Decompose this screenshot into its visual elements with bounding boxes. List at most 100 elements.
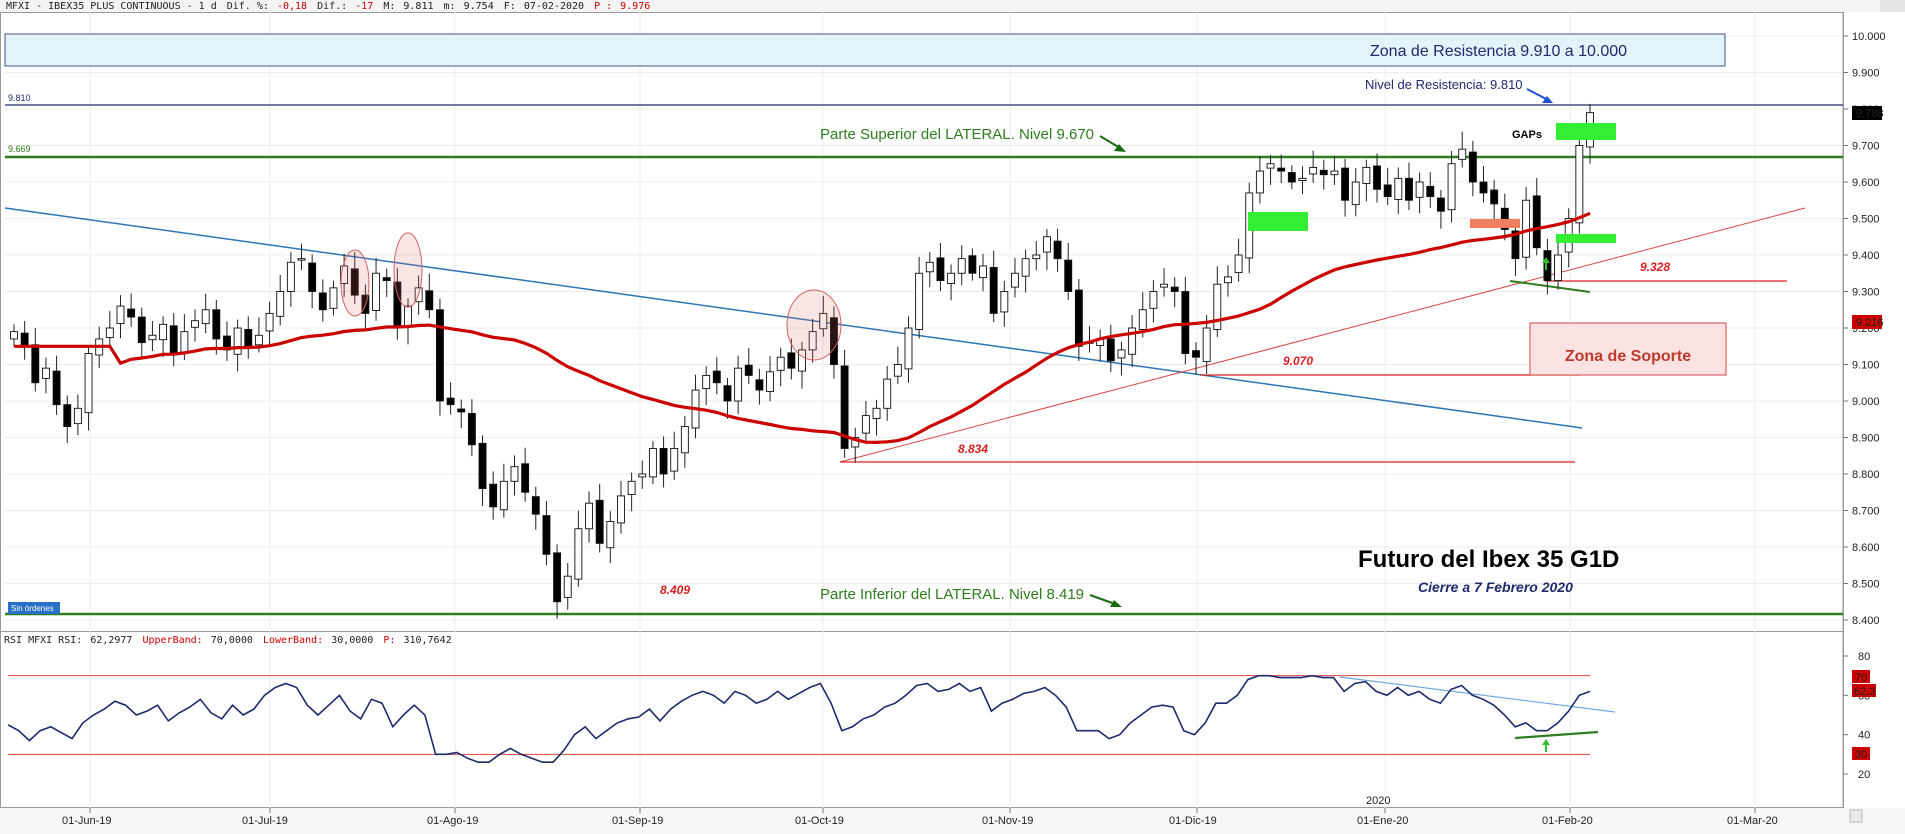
candle (915, 256, 924, 339)
rsi-tick-label: 20 (1858, 769, 1870, 781)
candle (201, 293, 210, 334)
candle (478, 435, 487, 507)
rsi-downtrend-line (1339, 676, 1616, 713)
arrow-icon-lateral-top (1099, 135, 1126, 152)
no-orders-badge[interactable] (8, 602, 60, 614)
candle (1341, 159, 1350, 217)
candle (1202, 314, 1211, 374)
candle (755, 368, 764, 405)
gap-box-4 (1470, 219, 1520, 228)
rsi-70-badge (1852, 670, 1870, 683)
candle (457, 399, 466, 429)
candle (1149, 280, 1158, 323)
candle (350, 252, 359, 304)
gap-box-1 (1248, 212, 1308, 231)
candle (829, 306, 838, 379)
candle (840, 349, 849, 458)
candle (1490, 180, 1499, 220)
chart-header: MFXI - IBEX35 PLUS CONTINUOUS - 1 d Dif.… (6, 1, 650, 12)
candle (1021, 249, 1030, 293)
resize-handle[interactable] (1849, 809, 1863, 823)
candle (1468, 140, 1477, 197)
resistance-zone (4, 33, 1726, 67)
candle (819, 295, 828, 337)
candle (1447, 150, 1456, 223)
candle (617, 480, 625, 534)
candle (1138, 292, 1147, 338)
candle (1000, 280, 1009, 327)
candle (883, 365, 892, 421)
ma-price-badge (1852, 315, 1882, 329)
candle (63, 395, 72, 443)
candle (105, 310, 114, 346)
candle (489, 471, 498, 520)
candle (925, 252, 934, 288)
candle (382, 268, 391, 297)
candle (542, 501, 551, 566)
x-tick-label: 01-Sep-19 (612, 815, 663, 827)
y-tick-label: 8.500 (1852, 579, 1880, 591)
candle (1064, 242, 1073, 300)
candle (1255, 156, 1264, 204)
arrow-icon-up-rsi (1542, 739, 1550, 752)
candle (574, 510, 583, 587)
x-tick-label: 01-Nov-19 (982, 815, 1033, 827)
candle (1383, 167, 1392, 205)
candle (648, 441, 657, 485)
y-tick-label: 9.700 (1852, 141, 1880, 153)
x-tick-label: 01-Jul-19 (242, 815, 288, 827)
candle (1277, 154, 1286, 184)
last-price-badge (1852, 106, 1882, 120)
candle (989, 250, 998, 323)
level-9070-label: 9.070 (1283, 354, 1313, 368)
candle (553, 544, 562, 619)
candle (1309, 150, 1318, 183)
candle (116, 295, 125, 339)
header-bar (0, 0, 1905, 12)
candle (1053, 228, 1062, 272)
candle (872, 399, 881, 436)
candle (1160, 268, 1169, 297)
candle (638, 460, 647, 489)
y-tick-label: 9.600 (1852, 177, 1880, 189)
candle (680, 415, 689, 468)
downtrend-line (4, 207, 1583, 429)
candle (191, 309, 199, 342)
y-tick-label: 8.700 (1852, 506, 1880, 518)
candle (1213, 266, 1222, 338)
candle (585, 491, 593, 543)
x-tick-label: 01-Jun-19 (62, 815, 112, 827)
no-orders-label: Sin órdenes (11, 604, 54, 613)
arrow-icon-lateral-bottom (1089, 594, 1122, 607)
date-axis: 01-Jun-19 01-Jul-19 01-Ago-19 01-Sep-19 01-O… (62, 808, 1778, 827)
last-price-label: 9.788 (1856, 108, 1884, 120)
candle (212, 299, 221, 355)
candle (1287, 165, 1296, 190)
rsi-tick-label: 40 (1858, 730, 1870, 742)
candle (947, 264, 956, 301)
x-tick-label: 01-Mar-20 (1727, 815, 1778, 827)
candle (425, 273, 434, 319)
x-tick-label: 01-Ene-20 (1357, 815, 1408, 827)
candle (712, 357, 721, 395)
lateral-bottom-label: Parte Inferior del LATERAL. Nivel 8.419 (820, 586, 1084, 603)
rsi-30-label: 30 (1855, 749, 1867, 761)
candle (1042, 229, 1051, 270)
y-tick-label: 10.000 (1852, 31, 1886, 43)
candle (510, 455, 519, 496)
candle (606, 511, 615, 564)
y-tick-label: 9.900 (1852, 68, 1880, 80)
candle (1543, 238, 1552, 295)
candle (1032, 241, 1041, 271)
candle (446, 382, 455, 415)
window-controls[interactable] (1880, 0, 1905, 12)
candle (861, 401, 870, 445)
candle (787, 338, 796, 380)
candle (521, 447, 530, 502)
gaps-label: GAPs (1512, 129, 1542, 141)
candle (435, 298, 444, 416)
highlight-oval-2 (393, 232, 423, 308)
candle (1298, 166, 1307, 195)
candle (1106, 324, 1115, 373)
